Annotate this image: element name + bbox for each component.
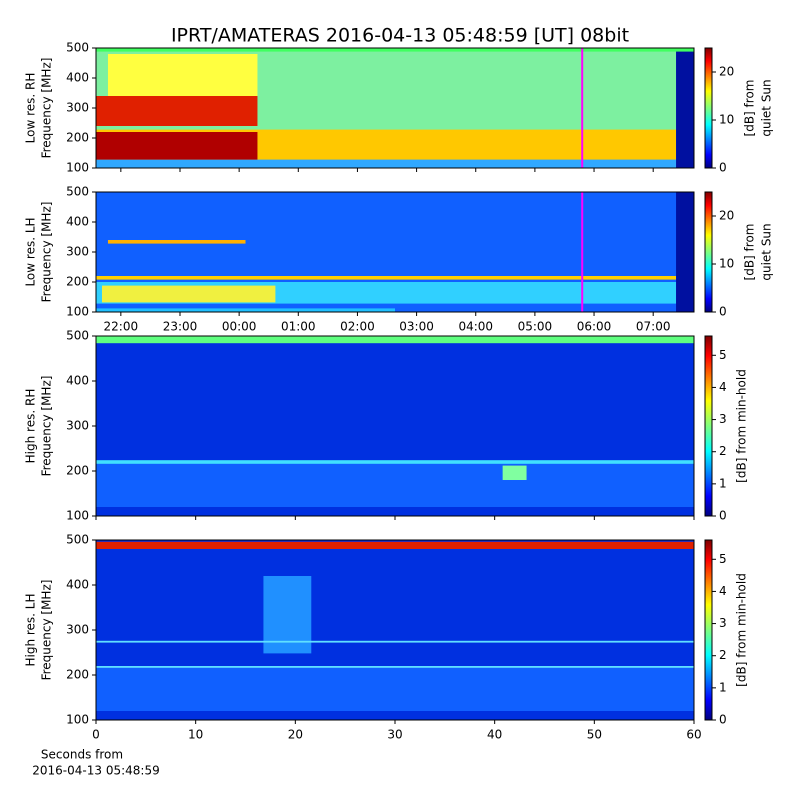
y-tick-label: 200 (66, 275, 89, 289)
spectrogram-region (107, 54, 258, 96)
y-tick-label: 400 (66, 374, 89, 388)
x-tick-label: 02:00 (340, 320, 375, 334)
colorbar-tick-label: 20 (719, 209, 734, 223)
y-axis-label: High res. LH (24, 593, 38, 666)
x-tick-label: 0 (92, 728, 100, 742)
y-axis-label: Frequency [MHz] (40, 58, 54, 159)
colorbar-tick-label: 0 (719, 713, 727, 727)
x-tick-label: 01:00 (281, 320, 316, 334)
colorbar-tick-label: 2 (719, 648, 727, 662)
colorbar-tick-label: 0 (719, 161, 727, 175)
spectrogram-region (96, 276, 677, 280)
colorbar-tick-label: 20 (719, 65, 734, 79)
colorbar-label: [dB] from min-hold (735, 369, 749, 483)
spectrogram-region (96, 308, 395, 312)
y-tick-label: 500 (66, 185, 89, 199)
spectrogram-region (676, 48, 694, 168)
colorbar-label: [dB] from min-hold (735, 573, 749, 687)
spectrogram-region (96, 336, 694, 344)
colorbar-tick-label: 10 (719, 257, 734, 271)
colorbar-tick-label: 0 (719, 305, 727, 319)
colorbar (704, 47, 713, 169)
y-axis-label: High res. RH (24, 389, 38, 464)
colorbar-tick-label: 5 (719, 552, 727, 566)
spectrogram-region (96, 96, 258, 126)
colorbar-label: [dB] from (743, 224, 757, 281)
x-tick-label: 22:00 (104, 320, 139, 334)
spectrogram-region (101, 285, 276, 303)
x-tick-label: 10 (188, 728, 203, 742)
x-tick-label: 50 (587, 728, 602, 742)
x-tick-label: 60 (686, 728, 701, 742)
y-tick-label: 400 (66, 215, 89, 229)
y-axis-label: Frequency [MHz] (40, 202, 54, 303)
spectrogram-region (96, 48, 694, 52)
y-tick-label: 500 (66, 533, 89, 547)
spectrogram-region (263, 576, 312, 654)
x-tick-label: 03:00 (399, 320, 434, 334)
x-tick-label: 30 (387, 728, 402, 742)
colorbar-tick-label: 1 (719, 476, 727, 490)
x-tick-label: 23:00 (163, 320, 198, 334)
colorbar-tick-label: 4 (719, 380, 727, 394)
y-tick-label: 300 (66, 419, 89, 433)
colorbar-tick-label: 1 (719, 680, 727, 694)
y-tick-label: 300 (66, 623, 89, 637)
y-tick-label: 400 (66, 578, 89, 592)
y-axis-label: Frequency [MHz] (40, 376, 54, 477)
y-tick-label: 300 (66, 101, 89, 115)
y-tick-label: 100 (66, 713, 89, 727)
x-tick-label: 05:00 (518, 320, 553, 334)
x-tick-label: 04:00 (458, 320, 493, 334)
colorbar-tick-label: 2 (719, 444, 727, 458)
colorbar (704, 191, 713, 313)
spectrogram-region (96, 462, 694, 507)
colorbar (704, 335, 713, 517)
y-tick-label: 200 (66, 464, 89, 478)
y-tick-label: 500 (66, 329, 89, 343)
x-tick-label: 20 (288, 728, 303, 742)
colorbar-tick-label: 5 (719, 348, 727, 362)
colorbar-tick-label: 0 (719, 509, 727, 523)
spectrogram-region (96, 460, 694, 464)
colorbar-tick-label: 4 (719, 584, 727, 598)
colorbar-tick-label: 3 (719, 412, 727, 426)
x-tick-label: 40 (487, 728, 502, 742)
spectrogram-region (96, 132, 258, 160)
y-tick-label: 100 (66, 161, 89, 175)
x-tick-label: 07:00 (636, 320, 671, 334)
spectrogram-region (96, 640, 694, 643)
colorbar-tick-label: 10 (719, 113, 734, 127)
y-tick-label: 200 (66, 668, 89, 682)
y-tick-label: 400 (66, 71, 89, 85)
y-tick-label: 500 (66, 41, 89, 55)
y-tick-label: 300 (66, 245, 89, 259)
y-axis-label: Low res. RH (24, 73, 38, 144)
colorbar-label: quiet Sun (760, 223, 774, 280)
y-tick-label: 100 (66, 509, 89, 523)
colorbar-tick-label: 3 (719, 616, 727, 630)
x-tick-label: 06:00 (577, 320, 612, 334)
y-axis-label: Frequency [MHz] (40, 580, 54, 681)
colorbar-label: quiet Sun (760, 79, 774, 136)
spectrogram-region (96, 541, 694, 549)
y-tick-label: 200 (66, 131, 89, 145)
y-tick-label: 100 (66, 305, 89, 319)
colorbar-label: [dB] from (743, 80, 757, 137)
y-axis-label: Low res. LH (24, 217, 38, 286)
spectrogram-region (502, 465, 527, 480)
x-tick-label: 00:00 (222, 320, 257, 334)
spectrogram-region (96, 666, 694, 668)
chart-title: IPRT/AMATERAS 2016-04-13 05:48:59 [UT] 0… (171, 25, 629, 47)
spectrogram-region (676, 192, 694, 312)
colorbar (704, 539, 713, 721)
x-axis-label: 2016-04-13 05:48:59 (32, 764, 159, 778)
spectrogram-region (96, 666, 694, 711)
spectrogram-region (107, 240, 246, 244)
x-axis-label: Seconds from (41, 748, 123, 762)
